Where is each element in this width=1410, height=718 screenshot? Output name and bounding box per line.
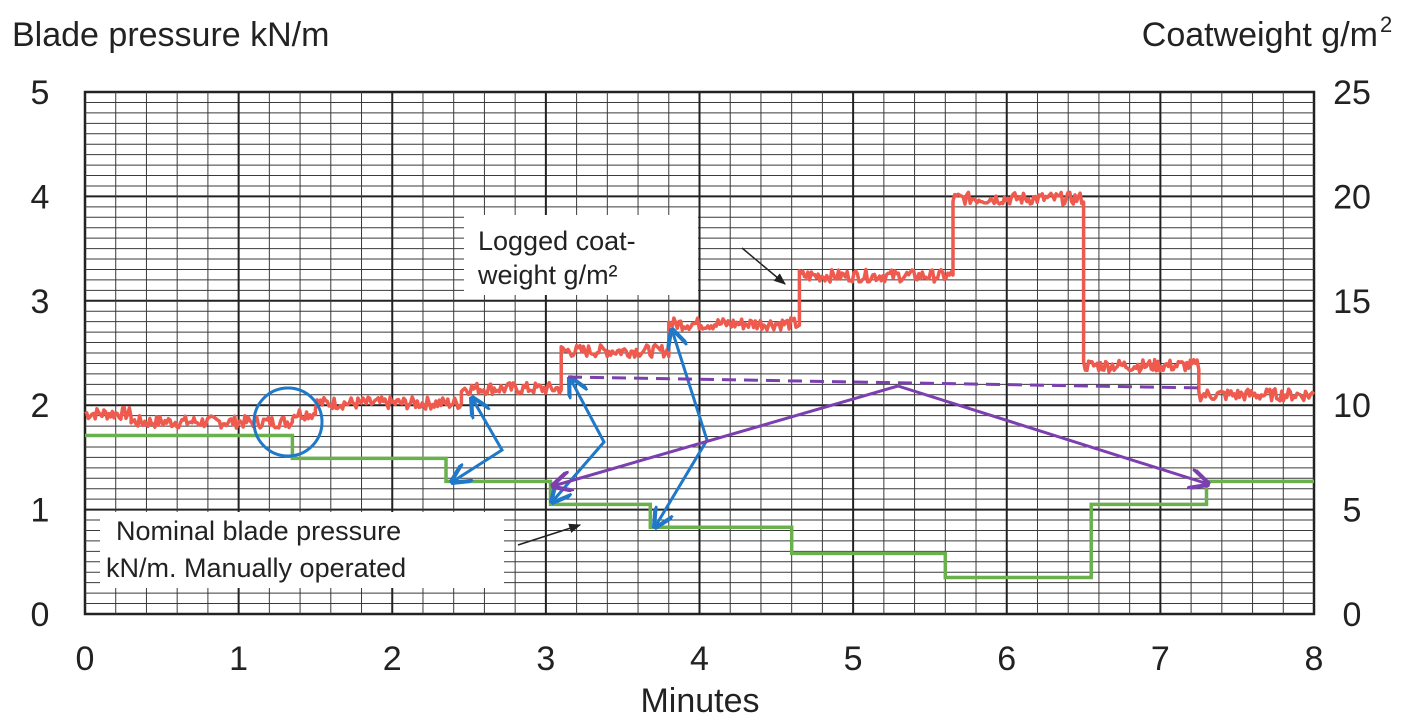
coat-label-line-1: Logged coat- bbox=[478, 226, 636, 256]
blade-label-line-2: kN/m. Manually operated bbox=[106, 553, 406, 583]
y-left-tick-label: 3 bbox=[31, 283, 50, 321]
x-tick-label: 1 bbox=[229, 640, 248, 678]
x-tick-label: 8 bbox=[1305, 640, 1324, 678]
y-right-tick-label: 20 bbox=[1333, 178, 1371, 216]
blade-label-pointer bbox=[517, 523, 582, 546]
x-tick-label: 4 bbox=[690, 640, 709, 678]
y-left-tick-label: 0 bbox=[31, 596, 50, 634]
coat-label-box bbox=[464, 215, 698, 295]
y-left-tick-label: 5 bbox=[31, 74, 50, 112]
x-axis-title: Minutes bbox=[640, 682, 759, 718]
x-tick-label: 0 bbox=[76, 640, 95, 678]
y-right-axis-title-main: Coatweight g/m bbox=[1142, 16, 1378, 54]
y-right-tick-label: 10 bbox=[1333, 387, 1371, 425]
purple-arrow-right bbox=[897, 384, 1208, 484]
y-right-axis-title: Coatweight g/m bbox=[1142, 16, 1378, 54]
blade-label-line-1: Nominal blade pressure bbox=[116, 516, 401, 546]
y-right-tick-label: 0 bbox=[1343, 596, 1362, 634]
x-tick-label: 3 bbox=[536, 640, 555, 678]
purple-arrows bbox=[553, 375, 1208, 486]
blade-pressure-line bbox=[85, 433, 1314, 580]
y-right-tick-label: 5 bbox=[1343, 492, 1362, 530]
purple-arrow-left bbox=[553, 384, 899, 486]
x-tick-label: 7 bbox=[1151, 640, 1170, 678]
y-right-tick-label: 25 bbox=[1333, 74, 1371, 112]
blade-label-box bbox=[100, 512, 504, 588]
y-left-axis-title: Blade pressure kN/m bbox=[12, 16, 329, 54]
coatweight-line bbox=[84, 190, 1316, 430]
y-left-tick-label: 1 bbox=[31, 492, 50, 530]
coat-label-pointer bbox=[741, 247, 786, 285]
purple-dashed-level bbox=[567, 375, 1203, 390]
highlight-circle bbox=[252, 386, 324, 458]
x-tick-label: 6 bbox=[997, 640, 1016, 678]
y-right-axis-title-sup: 2 bbox=[1380, 12, 1392, 37]
y-right-tick-label: 15 bbox=[1333, 283, 1371, 321]
blue-arrow-1 bbox=[452, 398, 505, 482]
x-tick-label: 2 bbox=[383, 640, 402, 678]
coat-label-line-2: weight g/m² bbox=[477, 260, 618, 290]
y-left-tick-label: 2 bbox=[31, 387, 50, 425]
series-layer bbox=[84, 190, 1316, 580]
y-left-tick-label: 4 bbox=[31, 178, 50, 216]
x-tick-label: 5 bbox=[844, 640, 863, 678]
